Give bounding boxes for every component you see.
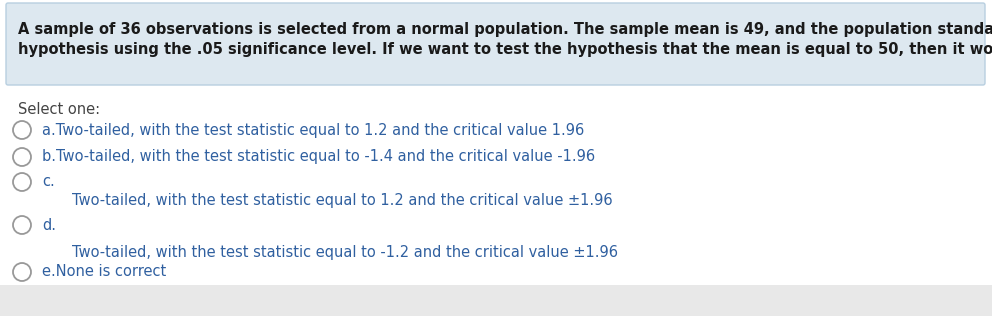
- Text: d.: d.: [42, 217, 56, 233]
- Text: A sample of 36 observations is selected from a normal population. The sample mea: A sample of 36 observations is selected …: [18, 22, 992, 37]
- Text: e.None is correct: e.None is correct: [42, 264, 167, 279]
- Text: Select one:: Select one:: [18, 102, 100, 117]
- FancyBboxPatch shape: [6, 3, 985, 85]
- Circle shape: [13, 121, 31, 139]
- Text: Two-tailed, with the test statistic equal to -1.2 and the critical value ±1.96: Two-tailed, with the test statistic equa…: [72, 245, 618, 259]
- Text: c.: c.: [42, 174, 55, 190]
- Circle shape: [13, 263, 31, 281]
- Circle shape: [13, 148, 31, 166]
- Text: b.Two-tailed, with the test statistic equal to -1.4 and the critical value -1.96: b.Two-tailed, with the test statistic eq…: [42, 149, 595, 165]
- Text: a.Two-tailed, with the test statistic equal to 1.2 and the critical value 1.96: a.Two-tailed, with the test statistic eq…: [42, 123, 584, 137]
- Circle shape: [13, 216, 31, 234]
- Text: hypothesis using the .05 significance level. If we want to test the hypothesis t: hypothesis using the .05 significance le…: [18, 42, 992, 57]
- Circle shape: [13, 173, 31, 191]
- Bar: [0, 285, 992, 316]
- Text: Two-tailed, with the test statistic equal to 1.2 and the critical value ±1.96: Two-tailed, with the test statistic equa…: [72, 192, 613, 208]
